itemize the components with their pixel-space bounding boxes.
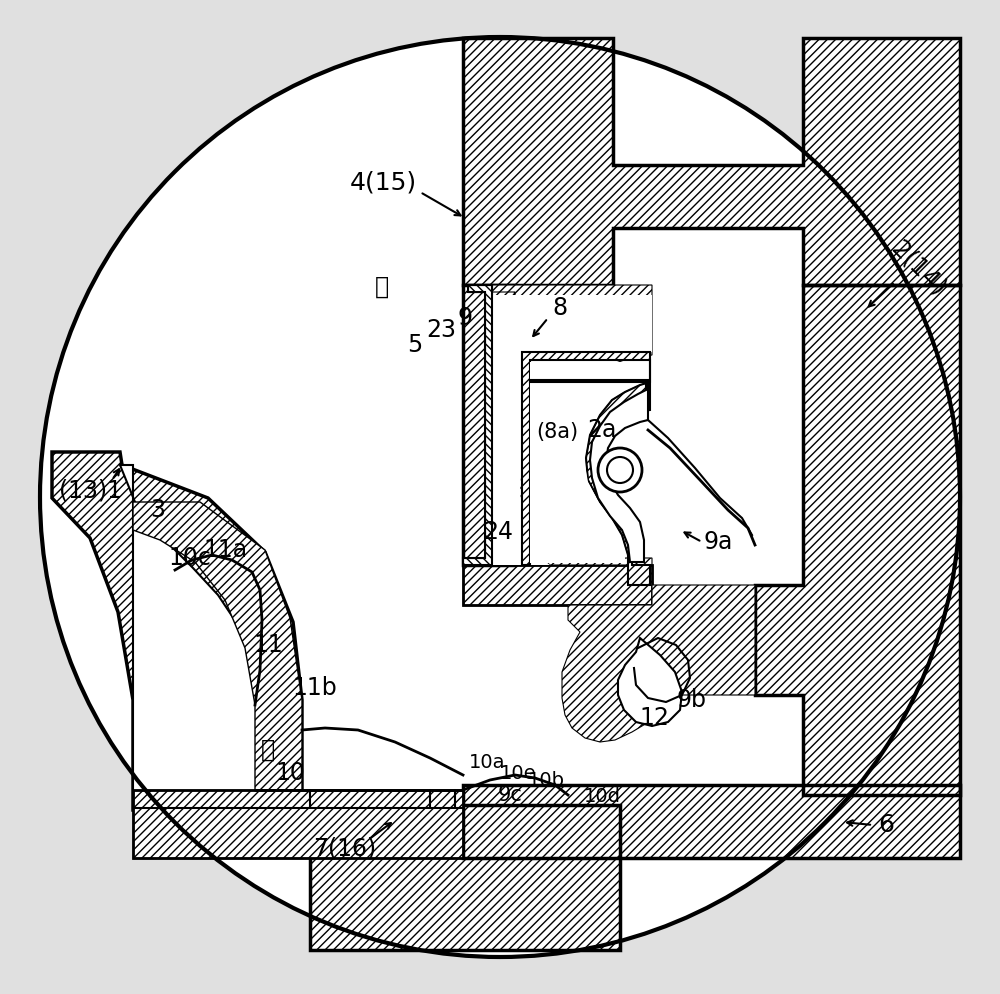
Text: 7(16): 7(16) bbox=[313, 836, 377, 860]
Polygon shape bbox=[463, 285, 515, 565]
Polygon shape bbox=[463, 565, 652, 605]
Text: 10a: 10a bbox=[469, 752, 505, 771]
Polygon shape bbox=[463, 38, 960, 285]
Polygon shape bbox=[530, 362, 648, 563]
Text: 10e: 10e bbox=[500, 763, 536, 782]
Polygon shape bbox=[492, 295, 652, 565]
Polygon shape bbox=[522, 352, 650, 585]
Polygon shape bbox=[310, 805, 620, 950]
Text: (13)1: (13)1 bbox=[59, 478, 122, 502]
Text: (8a): (8a) bbox=[536, 422, 578, 442]
Polygon shape bbox=[463, 285, 492, 565]
Text: 2(14): 2(14) bbox=[886, 236, 950, 300]
Text: 前: 前 bbox=[261, 738, 275, 762]
Text: 6: 6 bbox=[878, 813, 894, 837]
Circle shape bbox=[607, 457, 633, 483]
Text: 11a: 11a bbox=[203, 538, 247, 562]
Text: 11b: 11b bbox=[293, 676, 337, 700]
Text: 8: 8 bbox=[552, 296, 568, 320]
Polygon shape bbox=[530, 380, 648, 562]
Polygon shape bbox=[133, 790, 463, 858]
Text: 9c: 9c bbox=[498, 785, 522, 805]
Text: 23: 23 bbox=[426, 318, 456, 342]
Text: 10d: 10d bbox=[584, 786, 620, 805]
Polygon shape bbox=[133, 502, 302, 790]
Polygon shape bbox=[120, 465, 265, 810]
Text: 9: 9 bbox=[458, 306, 473, 330]
Polygon shape bbox=[492, 285, 652, 565]
Text: 24: 24 bbox=[483, 520, 513, 544]
Polygon shape bbox=[618, 638, 682, 726]
Text: 4(15): 4(15) bbox=[349, 170, 417, 194]
Text: 後: 後 bbox=[375, 275, 389, 299]
Text: 5: 5 bbox=[407, 333, 423, 357]
Text: 10: 10 bbox=[275, 761, 305, 785]
Circle shape bbox=[41, 38, 959, 956]
Text: 10b: 10b bbox=[528, 770, 564, 789]
Polygon shape bbox=[52, 452, 302, 810]
Polygon shape bbox=[562, 585, 755, 742]
Text: 11: 11 bbox=[253, 633, 283, 657]
Text: 9b: 9b bbox=[677, 688, 707, 712]
Text: 3: 3 bbox=[151, 498, 166, 522]
Text: 2a: 2a bbox=[587, 418, 617, 442]
Text: 9a: 9a bbox=[703, 530, 733, 554]
Text: 10c: 10c bbox=[169, 546, 211, 570]
Circle shape bbox=[598, 448, 642, 492]
Text: 12: 12 bbox=[639, 706, 669, 730]
Polygon shape bbox=[755, 285, 960, 795]
Polygon shape bbox=[463, 785, 960, 858]
